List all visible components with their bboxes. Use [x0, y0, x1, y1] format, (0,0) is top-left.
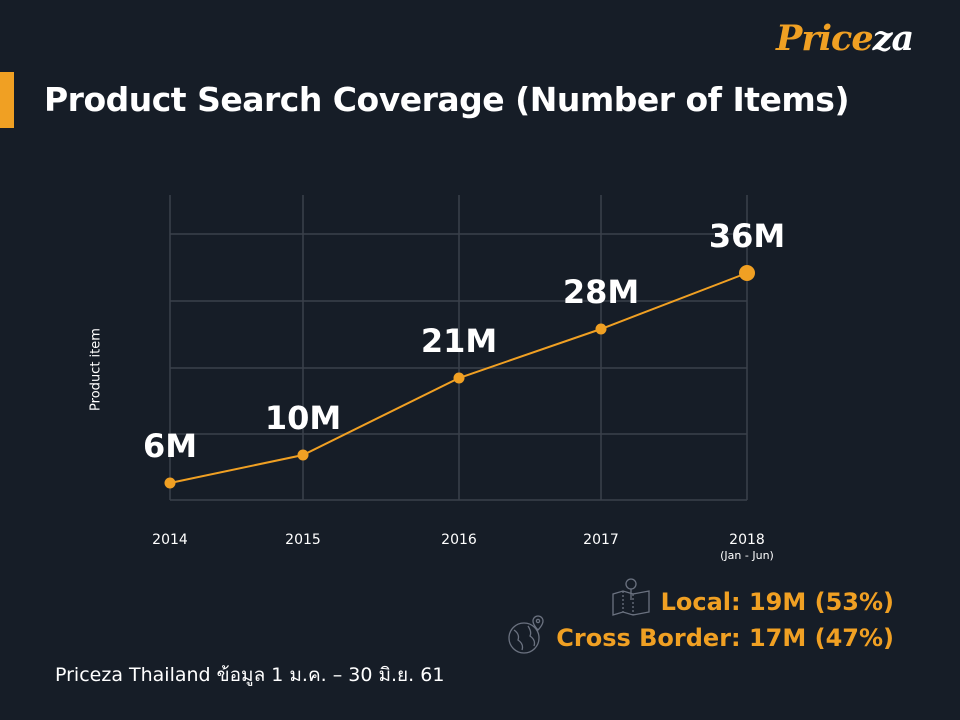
x-tick-label: 2014 — [152, 532, 188, 548]
x-tick-label: 2015 — [285, 532, 321, 548]
data-label: 21M — [421, 322, 497, 360]
data-label: 36M — [709, 217, 785, 255]
y-axis-label: Product item — [88, 328, 104, 411]
legend-cross-border-label: Cross Border: 17M (47%) — [556, 624, 894, 652]
footer-source-note: Priceza Thailand ข้อมูล 1 ม.ค. – 30 มิ.ย… — [55, 664, 445, 686]
x-tick-label: 2017 — [583, 532, 619, 548]
data-label: 10M — [265, 399, 341, 437]
x-tick-label: 2016 — [441, 532, 477, 548]
priceza-logo: Priceza — [776, 18, 914, 59]
x-tick-label: 2018 — [729, 532, 765, 548]
data-label: 6M — [143, 427, 197, 465]
globe-pin-icon — [506, 614, 548, 662]
data-point — [453, 372, 465, 384]
legend-local: Local: 19M (53%) — [611, 578, 894, 626]
title-accent-bar — [0, 72, 14, 128]
data-point — [164, 477, 176, 489]
data-label: 28M — [563, 273, 639, 311]
x-tick-sublabel: (Jan - Jun) — [720, 549, 774, 562]
data-point — [595, 323, 607, 335]
legend-cross-border: Cross Border: 17M (47%) — [506, 614, 894, 662]
map-pin-icon — [611, 578, 653, 626]
legend-local-label: Local: 19M (53%) — [660, 588, 894, 616]
page-title: Product Search Coverage (Number of Items… — [44, 80, 850, 119]
data-point — [297, 449, 309, 461]
data-point — [739, 265, 755, 281]
